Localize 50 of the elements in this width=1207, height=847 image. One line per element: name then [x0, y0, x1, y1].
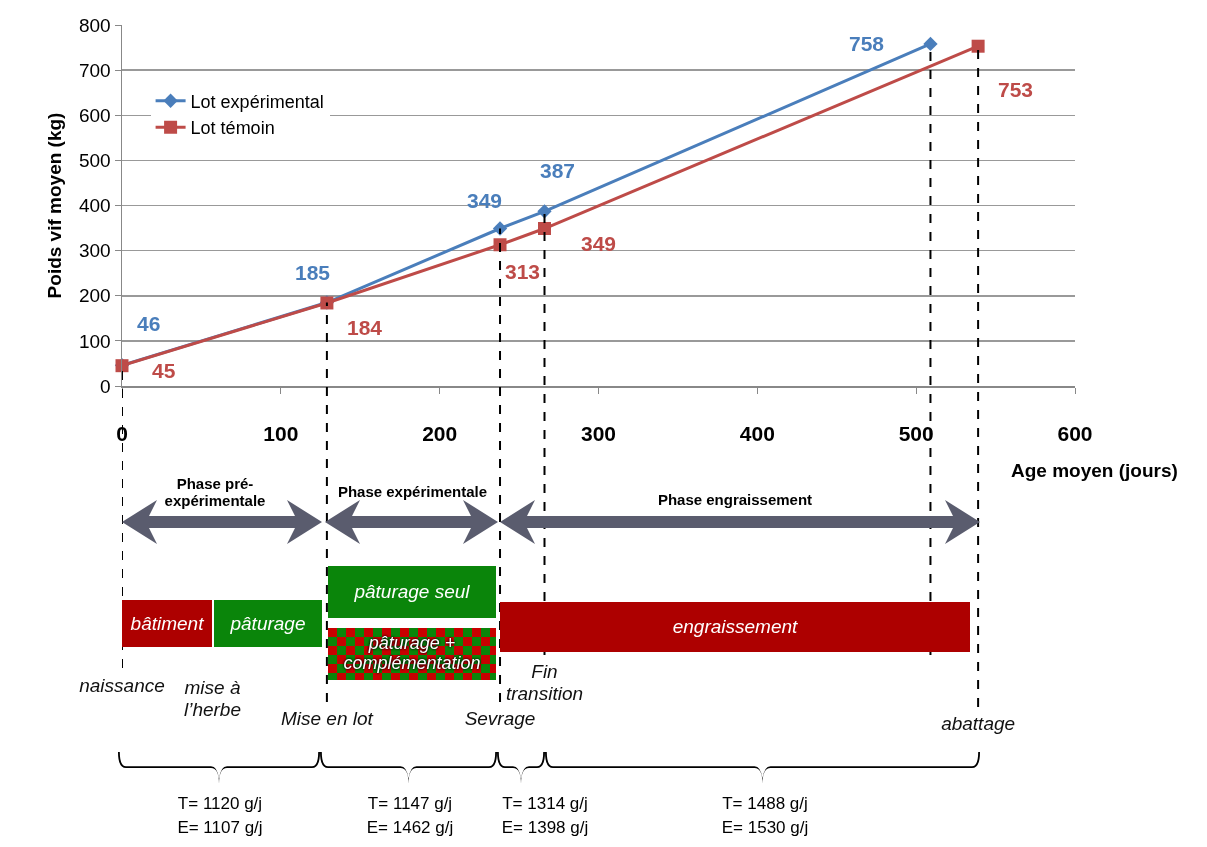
data-label: 46 [137, 312, 161, 335]
y-tick-label: 0 [100, 375, 111, 397]
ref-line-label: naissance [78, 674, 166, 699]
x-tick-label: 600 [1057, 421, 1093, 445]
x-tick-label: 0 [116, 421, 128, 445]
data-label: 387 [540, 159, 576, 182]
y-tick-label: 700 [79, 59, 111, 81]
x-tick-label: 300 [580, 421, 617, 445]
x-tick-label: 100 [263, 421, 299, 445]
text: T= 1314 g/j E= 1398 g/j [500, 793, 590, 839]
text: T= 1488 g/j E= 1530 g/j [720, 793, 810, 839]
point [538, 222, 551, 236]
data-label: 753 [998, 78, 1034, 101]
text: Phase pré-expérimentale [163, 473, 267, 511]
data-label: 45 [152, 359, 176, 382]
y-tick-label: 200 [79, 285, 111, 307]
box: pâturage seul [328, 566, 496, 618]
x-tick-label: 200 [422, 421, 458, 445]
y-tick-label: 800 [79, 14, 111, 36]
y-tick-label: 100 [79, 330, 111, 352]
data-label: 185 [295, 261, 331, 284]
text: Phase expérimentale [336, 482, 489, 503]
text: T= 1120 g/j E= 1107 g/j [176, 793, 264, 839]
y-tick-label: 300 [79, 240, 111, 262]
x-axis-title: Age moyen (jours) [1011, 460, 1178, 481]
box: engraissement [500, 602, 970, 652]
data-label: 313 [505, 260, 541, 283]
text: Phase engraissement [656, 490, 814, 511]
legend-label: Lot expérimental [190, 91, 324, 112]
point [537, 204, 552, 219]
text: T= 1147 g/j E= 1462 g/j [365, 793, 455, 839]
point [971, 39, 985, 53]
data-label: 758 [849, 32, 885, 55]
ref-line-label: Sevrage [463, 707, 537, 732]
data-label: 184 [347, 316, 383, 339]
box: bâtiment [122, 600, 212, 647]
legend-label: Lot témoin [190, 118, 275, 139]
point [923, 36, 938, 52]
box: pâturage [214, 600, 322, 647]
text: mise à l’herbe [183, 677, 242, 720]
point [493, 238, 507, 252]
y-tick-label: 400 [79, 195, 111, 217]
y-axis-title: Poids vif moyen (kg) [44, 112, 66, 299]
ref-line-label: abattage [940, 712, 1017, 737]
y-tick-label: 500 [79, 150, 111, 172]
data-label: 349 [581, 232, 617, 255]
y-tick-label: 600 [79, 104, 111, 126]
ref-line-label: Mise en lot [279, 707, 375, 732]
ref-line-label: Fin transition [504, 660, 585, 706]
x-tick-label: 400 [739, 421, 775, 445]
